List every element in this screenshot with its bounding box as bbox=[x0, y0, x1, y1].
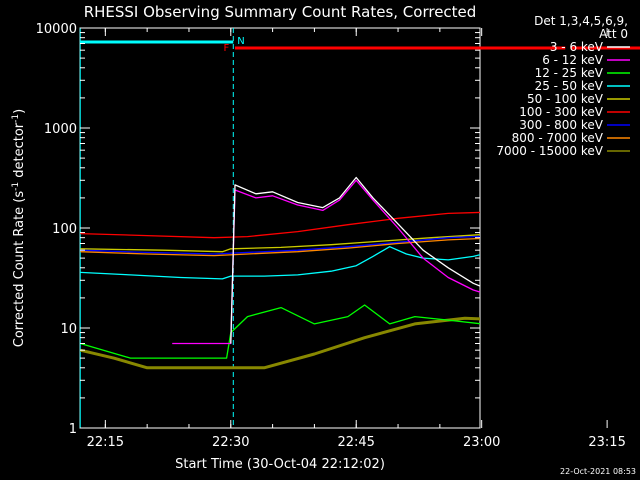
legend-label: 800 - 7000 keV bbox=[512, 131, 604, 145]
legend-label: 25 - 50 keV bbox=[535, 79, 604, 93]
footer-date: 22-Oct-2021 08:53 bbox=[560, 467, 636, 476]
series-line-7000-15000-kev bbox=[80, 316, 480, 370]
y-tick-label: 10000 bbox=[36, 22, 77, 37]
legend-label: 50 - 100 keV bbox=[527, 92, 604, 106]
y-label-sup: -1 bbox=[11, 114, 21, 123]
series-line-3-6-kev bbox=[230, 176, 480, 344]
series-line-12-25-kev bbox=[80, 304, 480, 359]
series-layer bbox=[80, 176, 480, 370]
flag-f-label: F bbox=[224, 43, 230, 54]
x-tick-label: 22:15 bbox=[87, 435, 124, 450]
y-axis: 1 10 100 1000 10000 bbox=[36, 22, 480, 437]
y-tick-label: 10 bbox=[60, 322, 77, 337]
x-tick-label: 23:00 bbox=[463, 435, 500, 450]
y-tick-label: 1000 bbox=[44, 122, 77, 137]
legend-label: 7000 - 15000 keV bbox=[496, 144, 603, 158]
plot-frame bbox=[79, 27, 481, 429]
series-line-50-100-kev bbox=[80, 234, 480, 253]
series-line-300-800-kev bbox=[80, 235, 480, 255]
legend-header-line: Det 1,3,4,5,6,9, bbox=[534, 14, 628, 28]
y-label-part: Corrected Count Rate (s bbox=[12, 191, 27, 348]
series-line-25-50-kev bbox=[80, 246, 480, 280]
y-axis-label: Corrected Count Rate (s-1 detector-1) bbox=[11, 109, 27, 347]
legend-label: 3 - 6 keV bbox=[550, 40, 604, 54]
x-axis-label: Start Time (30-Oct-04 22:12:02) bbox=[175, 457, 385, 472]
series-line-6-12-kev bbox=[172, 179, 480, 345]
y-tick-label: 100 bbox=[52, 222, 77, 237]
x-tick-label: 23:15 bbox=[588, 435, 625, 450]
y-label-part: detector bbox=[12, 122, 27, 182]
series-line-100-300-kev bbox=[80, 211, 480, 239]
legend-label: 12 - 25 keV bbox=[535, 66, 604, 80]
series-group bbox=[80, 176, 480, 370]
plot-decorations: FN bbox=[79, 28, 640, 428]
x-tick-label: 22:45 bbox=[337, 435, 374, 450]
legend-label: 100 - 300 keV bbox=[519, 105, 603, 119]
series-line-800-7000-kev bbox=[80, 237, 480, 257]
legend-label: 300 - 800 keV bbox=[519, 118, 603, 132]
x-tick-label: 22:30 bbox=[212, 435, 249, 450]
y-tick-label: 1 bbox=[69, 422, 77, 437]
y-label-sup: -1 bbox=[11, 182, 21, 191]
legend-label: 6 - 12 keV bbox=[542, 53, 604, 67]
legend-header-line: Att 0 bbox=[599, 27, 628, 41]
flag-n-label: N bbox=[237, 36, 244, 47]
chart-title: RHESSI Observing Summary Count Rates, Co… bbox=[84, 3, 477, 21]
y-label-part: ) bbox=[12, 109, 27, 114]
